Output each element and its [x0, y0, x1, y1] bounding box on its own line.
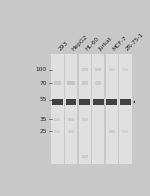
Bar	[82, 81, 88, 85]
Text: 55: 55	[39, 97, 47, 102]
Bar	[93, 99, 104, 105]
Text: 25: 25	[39, 129, 47, 134]
Bar	[65, 54, 77, 164]
Bar	[109, 68, 115, 71]
Bar	[54, 118, 60, 121]
Bar	[92, 54, 104, 164]
Bar	[119, 54, 132, 164]
Bar	[52, 99, 63, 105]
Bar	[122, 130, 128, 133]
Text: Jurkat: Jurkat	[98, 37, 114, 52]
Bar	[122, 68, 128, 71]
Bar	[106, 99, 117, 105]
Text: 70: 70	[39, 81, 47, 86]
Bar	[120, 99, 131, 105]
Bar	[79, 99, 90, 105]
Text: ZR-75-1: ZR-75-1	[125, 32, 145, 52]
Bar	[78, 54, 91, 164]
Bar	[66, 99, 76, 105]
Bar	[68, 130, 74, 133]
Bar	[106, 54, 118, 164]
Bar	[95, 68, 101, 71]
Text: HepG2: HepG2	[71, 34, 89, 52]
Bar	[82, 68, 88, 71]
Bar	[82, 118, 88, 121]
Text: 293: 293	[57, 41, 69, 52]
Bar	[54, 130, 60, 133]
Bar	[67, 81, 75, 85]
Text: MCF-7: MCF-7	[112, 36, 128, 52]
Text: 100: 100	[36, 67, 47, 72]
Bar	[82, 155, 88, 158]
Bar	[54, 81, 61, 85]
Bar	[68, 118, 74, 121]
Polygon shape	[133, 99, 136, 104]
Text: 35: 35	[39, 117, 47, 122]
Bar	[95, 81, 101, 85]
Text: HL-60: HL-60	[85, 36, 100, 52]
Bar	[109, 130, 115, 133]
Bar	[51, 54, 63, 164]
